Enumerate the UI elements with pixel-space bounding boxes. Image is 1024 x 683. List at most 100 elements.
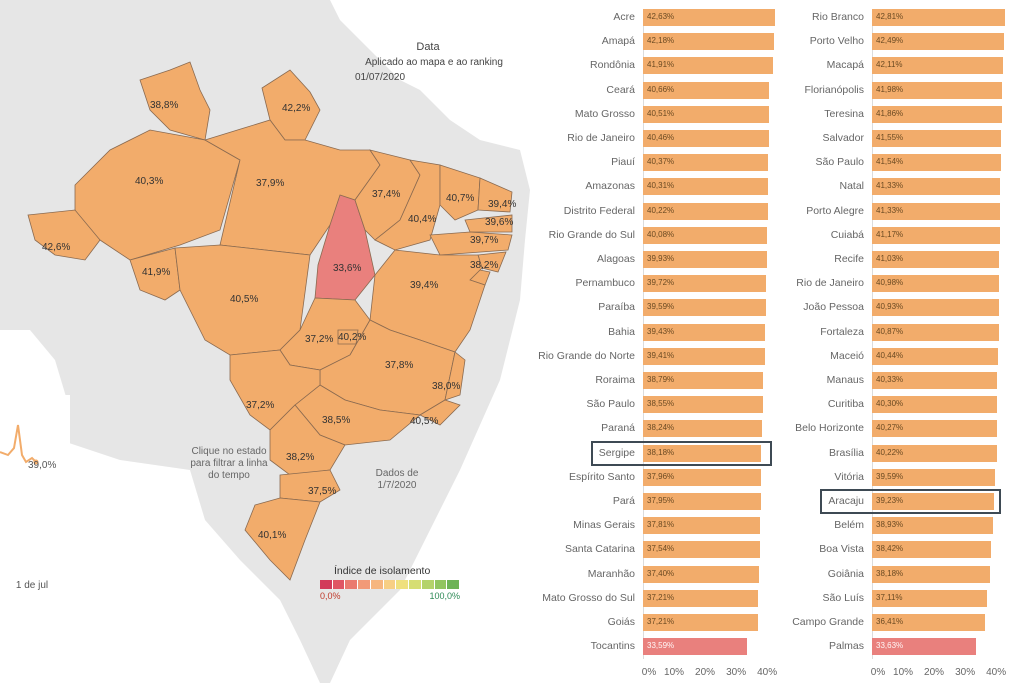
ranking-bar[interactable]: 42,49% [872, 33, 1004, 51]
ranking-bar[interactable]: 41,17% [872, 226, 1000, 244]
ranking-bar[interactable]: 37,21% [643, 589, 759, 607]
state-ms[interactable] [229, 349, 321, 431]
ranking-row-name: Piauí [611, 156, 635, 169]
ranking-bar[interactable]: 40,22% [643, 202, 768, 220]
ranking-bar-value: 39,43% [647, 326, 675, 336]
timeline-value: 39,0% [28, 460, 57, 471]
ranking-row-name: Manaus [826, 374, 864, 386]
ranking-bar[interactable]: 40,37% [643, 154, 769, 172]
ocean-area [330, 0, 548, 683]
ranking-bar-value: 37,11% [876, 592, 903, 602]
ranking-bar[interactable]: 40,98% [872, 275, 1000, 293]
ranking-bar[interactable]: 39,43% [643, 323, 766, 341]
ranking-bar[interactable]: 38,79% [643, 372, 764, 389]
ranking-bar[interactable]: 38,18% [872, 565, 991, 583]
ranking-bar[interactable]: 41,55% [872, 130, 1001, 147]
ranking-axis-tick: 10% [893, 667, 914, 678]
ranking-bar-value: 41,33% [876, 181, 904, 191]
ranking-bar[interactable]: 40,33% [872, 372, 998, 389]
ranking-bar-value: 41,98% [876, 84, 904, 94]
ranking-bar[interactable]: 40,27% [872, 420, 997, 438]
ranking-bar[interactable]: 33,63% [872, 638, 977, 656]
ranking-bar[interactable]: 41,98% [872, 81, 1003, 99]
ranking-bar[interactable]: 37,54% [643, 541, 760, 559]
ranking-bar[interactable]: 37,81% [643, 517, 761, 535]
ranking-bar[interactable]: 38,42% [872, 541, 992, 559]
ranking-row-name: Espírito Santo [569, 470, 635, 483]
brazil-map[interactable]: 38,8% 42,2% 40,3% 37,9% 42,6% 41,9% 40,5% 33,6%… [0, 0, 548, 683]
ranking-bar[interactable]: 39,23% [872, 493, 994, 510]
ranking-bar[interactable]: 40,93% [872, 299, 1000, 317]
state-label-ap: 42,2% [282, 103, 310, 114]
selected-highlight-box [591, 440, 772, 466]
state-sc[interactable] [279, 469, 341, 503]
ranking-bar[interactable]: 39,72% [643, 275, 767, 293]
ranking-bar[interactable]: 40,30% [872, 396, 998, 414]
state-ac[interactable] [27, 209, 101, 261]
ranking-bar[interactable]: 39,41% [643, 347, 766, 365]
legend-swatch [332, 580, 346, 589]
ranking-bar[interactable]: 38,55% [643, 396, 763, 414]
ranking-bar[interactable]: 41,03% [872, 251, 1000, 268]
ranking-row-name: Amapá [601, 35, 635, 48]
state-rr[interactable] [139, 61, 211, 141]
ranking-bar[interactable]: 41,54% [872, 154, 1001, 172]
ranking-bar[interactable]: 41,33% [872, 202, 1001, 220]
ranking-bar[interactable]: 36,41% [872, 614, 985, 631]
ranking-bar[interactable]: 40,66% [643, 81, 770, 99]
state-rn[interactable] [477, 177, 513, 213]
ranking-bar[interactable]: 42,11% [872, 57, 1003, 75]
ranking-bar[interactable]: 41,33% [872, 178, 1001, 196]
ranking-bar[interactable]: 40,31% [643, 178, 769, 196]
state-ro[interactable] [129, 247, 181, 301]
ranking-row-name: Porto Alegre [806, 204, 864, 217]
ranking-row-name: Brasília [828, 446, 864, 459]
ranking-bar[interactable]: 37,21% [643, 614, 759, 631]
ranking-bar[interactable]: 42,18% [643, 33, 774, 51]
ranking-bar[interactable]: 37,11% [872, 589, 988, 607]
ranking-row-name: Campo Grande [792, 616, 864, 628]
ranking-row-name: Tocantins [590, 640, 635, 653]
state-rs[interactable] [244, 497, 321, 581]
ranking-bar[interactable]: 40,08% [643, 226, 768, 244]
ranking-bar[interactable]: 38,93% [872, 517, 993, 535]
ranking-bar[interactable]: 40,46% [643, 130, 769, 147]
state-pe[interactable] [429, 231, 513, 256]
ranking-row-name: Amazonas [585, 180, 635, 193]
ranking-bar[interactable]: 39,93% [643, 251, 767, 268]
ranking-bar[interactable]: 42,63% [643, 9, 776, 26]
ranking-bar[interactable]: 33,59% [643, 638, 748, 656]
ranking-bar[interactable]: 37,40% [643, 565, 760, 583]
ranking-bar[interactable]: 37,96% [643, 468, 761, 486]
ranking-bar[interactable]: 40,44% [872, 347, 998, 365]
ranking-row-name: Roraima [595, 374, 635, 386]
ranking-bar[interactable]: 38,24% [643, 420, 762, 438]
ranking-bar-value: 41,86% [876, 108, 904, 118]
state-label-mt: 40,5% [230, 294, 258, 305]
ranking-bar[interactable]: 37,95% [643, 493, 761, 510]
ranking-bar[interactable]: 40,51% [643, 105, 769, 123]
state-pr[interactable] [269, 404, 346, 476]
state-label-ms: 37,2% [246, 400, 274, 411]
state-rj[interactable] [419, 399, 461, 426]
ranking-row-name: São Luís [822, 591, 864, 604]
ranking-row-name: Maranhão [587, 567, 635, 580]
ranking-bar[interactable]: 41,86% [872, 105, 1002, 123]
legend-swatch [421, 580, 435, 589]
selected-highlight-box [820, 489, 1001, 514]
legend-swatch [370, 580, 384, 589]
ranking-bar[interactable]: 40,22% [872, 444, 997, 462]
ranking-bar-value: 42,81% [876, 12, 904, 21]
ranking-bar[interactable]: 39,59% [872, 468, 995, 486]
ranking-bar[interactable]: 39,59% [643, 299, 766, 317]
ranking-row-name: Macapá [826, 59, 864, 72]
date-filter-value[interactable]: 01/07/2020 [354, 72, 406, 83]
state-es[interactable] [444, 351, 466, 401]
ranking-bar[interactable]: 40,87% [872, 323, 999, 341]
ranking-bar[interactable]: 41,91% [643, 57, 774, 75]
ranking-row-name: Rio Branco [812, 11, 864, 23]
ranking-bar[interactable]: 42,81% [872, 9, 1005, 26]
ranking-bar[interactable]: 38,18% [643, 444, 762, 462]
state-ce[interactable] [439, 164, 481, 221]
state-pb[interactable] [464, 214, 513, 233]
